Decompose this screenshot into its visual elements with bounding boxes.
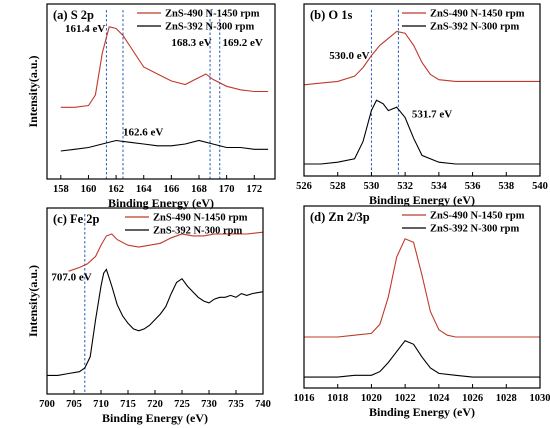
x-axis-label: Binding Energy (eV) <box>108 196 214 210</box>
plot-frame <box>303 3 541 177</box>
legend-entry: ZnS-490 N-1450 rpm <box>430 9 525 20</box>
x-tick-label: 1024 <box>428 393 450 404</box>
panel-a: 158 160 162 164 166 168 170 172 Binding Energy (… <box>26 3 276 210</box>
series-line-zns-392 <box>304 340 540 378</box>
series-line-zns-392 <box>60 139 269 152</box>
plot-frame <box>303 205 541 389</box>
series-line-zns-490 <box>60 26 269 108</box>
x-tick-label: 1026 <box>462 393 483 404</box>
x-axis-label: Binding Energy (eV) <box>369 405 475 419</box>
panel-label: (a) S 2p <box>53 8 94 22</box>
series-line-zns-490 <box>303 30 540 86</box>
peak-annotation: 531.7 eV <box>412 109 452 121</box>
x-tick-label: 168 <box>191 184 207 195</box>
x-tick-label: 730 <box>201 399 217 410</box>
x-tick-label: 536 <box>465 181 481 192</box>
x-tick-label: 735 <box>228 399 244 410</box>
x-axis-label: Binding Energy (eV) <box>369 193 475 207</box>
x-tick-label: 1030 <box>530 393 550 404</box>
x-tick-label: 1022 <box>395 393 416 404</box>
panel-label: (b) O 1s <box>310 8 353 22</box>
plot-frame <box>46 3 276 180</box>
panel-label: (d) Zn 2/3p <box>310 210 370 224</box>
panel-label: (c) Fe 2p <box>53 212 100 226</box>
x-tick-label: 710 <box>93 399 109 410</box>
legend-entry: ZnS-392 N-300 rpm <box>430 224 520 235</box>
x-tick-label: 538 <box>498 181 514 192</box>
x-tick-label: 158 <box>53 184 69 195</box>
legend-entry: ZnS-392 N-300 rpm <box>430 22 520 33</box>
x-tick-label: 526 <box>296 181 312 192</box>
x-tick-label: 700 <box>39 399 55 410</box>
x-tick-label: 166 <box>163 184 179 195</box>
x-tick-label: 160 <box>81 184 97 195</box>
legend-entry: ZnS-490 N-1450 rpm <box>165 9 260 20</box>
legend-entry: ZnS-392 N-300 rpm <box>153 226 243 237</box>
x-tick-label: 1018 <box>327 393 348 404</box>
peak-annotation: 168.3 eV <box>171 37 211 49</box>
peak-annotation: 530.0 eV <box>329 50 369 62</box>
x-tick-label: 164 <box>136 184 153 195</box>
series-line-zns-490 <box>304 238 540 338</box>
x-tick-label: 540 <box>532 181 548 192</box>
x-tick-label: 532 <box>397 181 413 192</box>
legend-entry: ZnS-490 N-1450 rpm <box>430 211 525 222</box>
peak-annotation: 161.4 eV <box>65 23 105 35</box>
series-line-zns-490 <box>68 231 264 272</box>
y-axis-label: Intensity(a.u.) <box>26 55 40 127</box>
legend-entry: ZnS-392 N-300 rpm <box>165 22 255 33</box>
y-axis-label: Intensity(a.u.) <box>26 265 40 337</box>
panel-b: 526 528 530 532 534 536 538 540 Binding Energy (… <box>296 3 548 207</box>
series-line-zns-392 <box>304 99 540 165</box>
peak-annotation: 169.2 eV <box>222 37 262 49</box>
x-tick-label: 725 <box>174 399 190 410</box>
panel-c: 700 705 710 715 720 725 730 735 740 Binding Energ… <box>26 207 271 425</box>
x-tick-label: 705 <box>66 399 82 410</box>
x-tick-label: 715 <box>120 399 136 410</box>
x-axis-label: Binding Energy (eV) <box>102 411 208 425</box>
x-tick-label: 172 <box>246 184 262 195</box>
legend-entry: ZnS-490 N-1450 rpm <box>153 213 248 224</box>
x-tick-label: 1016 <box>294 393 315 404</box>
x-tick-label: 720 <box>147 399 163 410</box>
x-tick-label: 528 <box>330 181 346 192</box>
x-tick-label: 1028 <box>496 393 517 404</box>
x-tick-label: 740 <box>255 399 271 410</box>
x-tick-label: 530 <box>364 181 380 192</box>
peak-annotation: 162.6 eV <box>123 126 163 138</box>
x-tick-label: 1020 <box>361 393 382 404</box>
x-tick-label: 162 <box>108 184 124 195</box>
x-tick-label: 534 <box>431 181 448 192</box>
series-line-zns-392 <box>47 268 264 376</box>
x-tick-label: 170 <box>219 184 235 195</box>
peak-annotation: 707.0 eV <box>51 272 91 284</box>
panel-d: 1016 1018 1020 1022 1024 1026 1028 1030 Binding … <box>294 205 550 419</box>
